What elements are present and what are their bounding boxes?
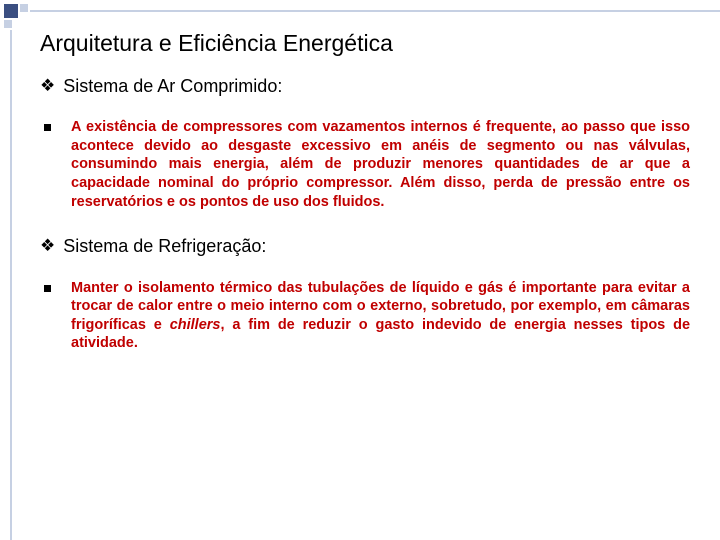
slide-content: Arquitetura e Eficiência Energética ❖ Si… xyxy=(40,30,690,377)
section-header-text: Sistema de Refrigeração: xyxy=(63,235,266,258)
deco-left-line xyxy=(10,30,12,540)
body-text-2: Manter o isolamento térmico das tubulaçõ… xyxy=(71,279,690,353)
body-row-1: A existência de compressores com vazamen… xyxy=(40,118,690,211)
section-header-1: ❖ Sistema de Ar Comprimido: xyxy=(40,75,690,98)
deco-square-main xyxy=(4,4,18,18)
diamond-bullet-icon: ❖ xyxy=(40,75,55,97)
body-text-1: A existência de compressores com vazamen… xyxy=(71,118,690,211)
section-header-2: ❖ Sistema de Refrigeração: xyxy=(40,235,690,258)
body-row-2: Manter o isolamento térmico das tubulaçõ… xyxy=(40,279,690,353)
square-bullet-icon xyxy=(44,285,51,292)
page-title: Arquitetura e Eficiência Energética xyxy=(40,30,690,57)
section-header-text: Sistema de Ar Comprimido: xyxy=(63,75,282,98)
square-bullet-icon xyxy=(44,124,51,131)
diamond-bullet-icon: ❖ xyxy=(40,235,55,257)
body-text-italic: chillers xyxy=(170,317,221,333)
deco-square-right xyxy=(20,4,28,12)
deco-square-bottom xyxy=(4,20,12,28)
deco-top-line xyxy=(30,10,720,12)
